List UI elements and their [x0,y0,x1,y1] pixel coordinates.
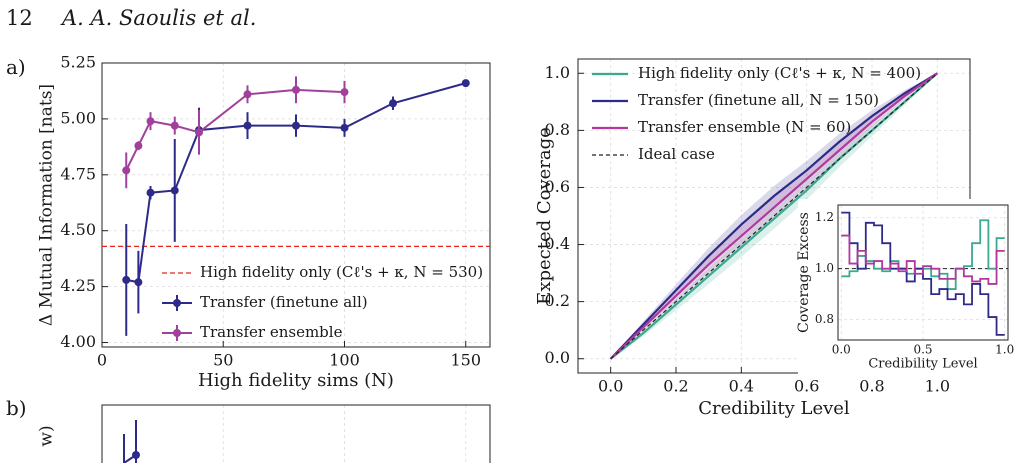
legend-swatch-dot [173,329,181,337]
series-line-3 [610,72,938,360]
page-number: 12 [6,6,33,30]
x-tick-label: 0.8 [859,377,884,396]
series-line-1 [609,72,938,360]
legend-label-baseline: High fidelity only (Cℓ's + κ, N = 530) [200,263,483,281]
plot-frame-c [101,404,491,463]
data-point [195,128,203,137]
y-tick-label: 4.50 [60,220,96,239]
y-tick-label: 4.25 [60,276,96,295]
data-point [170,186,179,195]
series-line-1 [125,88,345,171]
x-tick-label: 0.4 [729,377,754,396]
data-point [292,121,300,130]
data-point [292,85,300,94]
x-axis-label: High fidelity sims (N) [198,370,394,391]
legend-label: Transfer (finetune all) [200,293,368,311]
y-axis-label: Expected Coverage [534,127,555,305]
series-line [123,454,137,463]
y-axis-label: w) [37,425,57,446]
inset-step-series-1 [841,211,1005,336]
x-tick-label: 1.0 [925,377,950,396]
y-tick-label: 4.75 [60,164,96,183]
y-tick-label: 0.8 [545,120,570,139]
panel-label-a: a) [6,55,26,79]
data-point [340,88,349,97]
chart-b: 0.0 0.2 0.4 0.6 0.8 1.0 0.0 0.2 0.4 0.6 0.8 1.0 Cred… [534,58,1020,419]
data-point [461,79,470,88]
inset-x-tick-label: 1.0 [995,343,1014,357]
inset-chart: 0.0 0.5 1.0 0.8 1.0 1.2 Credibility Level Cover… [796,199,1020,380]
legend-label: Ideal case [638,145,715,163]
x-tick-label: 0.0 [598,377,623,396]
y-tick-label: 1.0 [545,63,570,82]
inset-step-series-2 [841,234,1005,285]
data-point [170,121,179,130]
y-tick-label: 0.4 [545,234,570,253]
inset-y-tick-label: 0.8 [815,312,834,326]
y-tick-label: 0.6 [545,177,570,196]
chart-c-partial: w) [37,404,491,463]
data-point [122,275,131,284]
running-header-authors: A. A. Saoulis et al. [62,6,257,30]
data-point [146,188,155,197]
legend-label: Transfer (finetune all, N = 150) [638,91,879,109]
inset-frame [837,204,1009,341]
x-axis-label: Credibility Level [698,398,850,419]
inset-x-tick-label: 0.0 [832,343,851,357]
inset-background [798,199,1020,380]
confidence-band [610,73,938,359]
data-point [122,166,131,175]
series-line-0 [126,82,467,284]
chart-a: 0 50 100 150 4.00 4.25 4.50 4.75 5.00 5.25 High fi… [37,53,491,391]
data-point [389,99,397,108]
data-point [146,117,155,126]
y-tick-label: 5.25 [60,53,96,72]
series-line-2 [609,72,938,360]
x-tick-label: 50 [213,351,233,370]
plot-frame-a [101,62,491,348]
x-tick-label: 0.6 [794,377,819,396]
inset-x-tick-label: 0.5 [913,343,932,357]
legend-swatch-dot [173,299,181,307]
y-tick-label: 4.00 [60,332,96,351]
legend-label: High fidelity only (Cℓ's + κ, N = 400) [638,64,921,82]
x-tick-label: 0.2 [663,377,688,396]
data-point [243,90,252,99]
series-line-0 [609,72,939,360]
inset-y-axis-label: Coverage Excess [796,212,812,333]
inset-x-axis-label: Credibility Level [868,357,977,372]
y-tick-label: 0.0 [545,348,570,367]
legend-label: Transfer ensemble [200,323,343,341]
x-tick-label: 150 [450,351,481,370]
x-tick-label: 0 [97,351,107,370]
panel-label-b: b) [6,396,27,420]
data-point [243,121,252,130]
inset-y-tick-label: 1.0 [815,261,834,275]
inset-y-tick-label: 1.2 [815,210,834,224]
y-tick-label: 0.2 [545,291,570,310]
y-axis-label: Δ Mutual Information [nats] [37,84,57,326]
data-point [134,141,143,150]
legend-label: Transfer ensemble (N = 60) [638,118,851,136]
y-tick-label: 5.00 [60,108,96,127]
x-tick-label: 100 [329,351,360,370]
data-point [134,278,143,287]
data-point [340,123,349,132]
